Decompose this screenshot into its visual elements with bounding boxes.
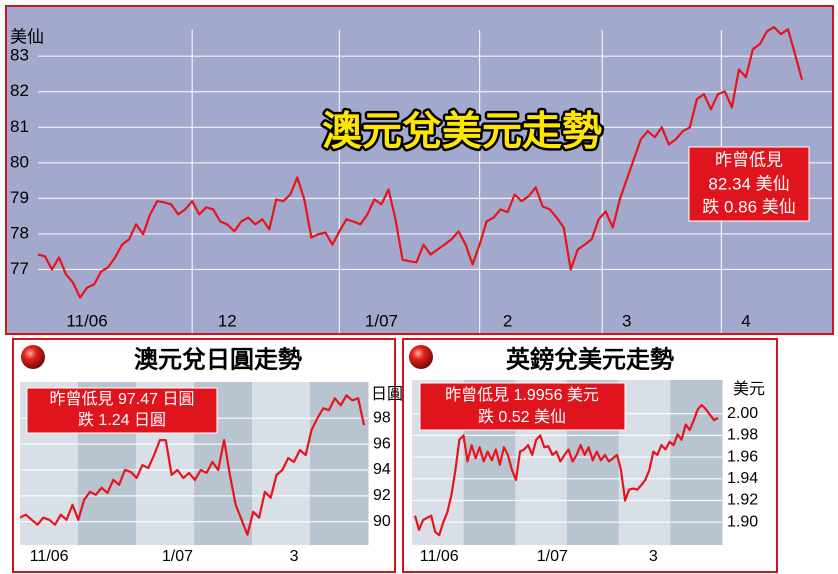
annotation-text: 昨曾低見 [715, 150, 783, 169]
x-tick-label: 11/06 [66, 311, 107, 330]
y-tick-label: 2.00 [727, 405, 758, 422]
y-tick-label: 83 [10, 46, 29, 65]
annotation-text: 跌 0.86 美仙 [702, 197, 796, 216]
data-line [19, 394, 366, 536]
y-tick-label: 92 [373, 487, 391, 504]
y-tick-label: 77 [10, 259, 29, 278]
annotation-box [26, 387, 218, 434]
annotation-text: 82.34 美仙 [708, 174, 789, 193]
y-tick-label: 1.96 [727, 448, 758, 465]
y-tick-label: 80 [10, 152, 29, 171]
x-tick-label: 1/07 [365, 311, 398, 330]
y-tick-label: 79 [10, 188, 29, 207]
y-tick-label: 94 [373, 461, 391, 478]
x-tick-label: 1/07 [162, 548, 193, 565]
x-tick-label: 3 [649, 548, 658, 565]
x-tick-label: 3 [622, 311, 631, 330]
plot-stripe [618, 380, 671, 545]
annotation-box [688, 146, 810, 222]
annotation-text: 昨曾低見 97.47 日圓 [50, 390, 195, 408]
y-tick-label: 1.94 [727, 470, 758, 487]
chart-title: 澳元兌日圓走勢 [134, 346, 302, 373]
y-tick-label: 98 [373, 409, 391, 426]
data-line [413, 403, 719, 537]
y-tick-label: 81 [10, 117, 29, 136]
plot-stripe [252, 382, 311, 545]
bullet-ball [21, 345, 45, 369]
data-line [37, 26, 804, 299]
annotation-text: 昨曾低見 1.9956 美元 [445, 386, 599, 404]
y-axis-unit: 美仙 [10, 27, 44, 46]
y-tick-label: 1.90 [727, 513, 758, 530]
plot-stripe [310, 382, 369, 545]
chart-title: 澳元兌美元走勢 [322, 110, 602, 154]
annotation-box [419, 382, 626, 431]
y-tick-label: 78 [10, 223, 29, 242]
x-tick-label: 12 [218, 311, 237, 330]
x-tick-label: 1/07 [537, 548, 568, 565]
x-tick-label: 4 [741, 311, 750, 330]
x-tick-label: 11/06 [420, 548, 459, 565]
y-tick-label: 1.92 [727, 492, 758, 509]
annotation-text: 跌 0.52 美仙 [478, 408, 566, 426]
y-axis-unit: 美元 [733, 380, 765, 398]
bullet-ball [409, 345, 433, 369]
x-tick-label: 3 [290, 548, 299, 565]
x-tick-label: 2 [503, 311, 512, 330]
y-tick-label: 96 [373, 435, 391, 452]
x-tick-label: 11/06 [30, 548, 69, 565]
y-tick-label: 1.98 [727, 427, 758, 444]
annotation-text: 跌 1.24 日圓 [78, 411, 166, 429]
y-tick-label: 82 [10, 81, 29, 100]
y-axis-unit: 日圓 [371, 386, 403, 403]
y-tick-label: 90 [373, 513, 391, 530]
chart-title: 英鎊兌美元走勢 [506, 345, 674, 373]
plot-stripe [670, 380, 723, 545]
